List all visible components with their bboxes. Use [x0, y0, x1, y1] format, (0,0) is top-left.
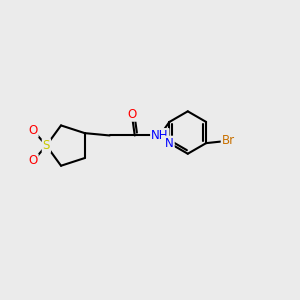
Text: O: O [28, 124, 38, 137]
Text: NH: NH [151, 129, 169, 142]
Text: O: O [127, 108, 136, 121]
Text: Br: Br [222, 134, 235, 147]
Text: N: N [165, 136, 174, 150]
Text: S: S [43, 139, 50, 152]
Text: O: O [28, 154, 38, 167]
